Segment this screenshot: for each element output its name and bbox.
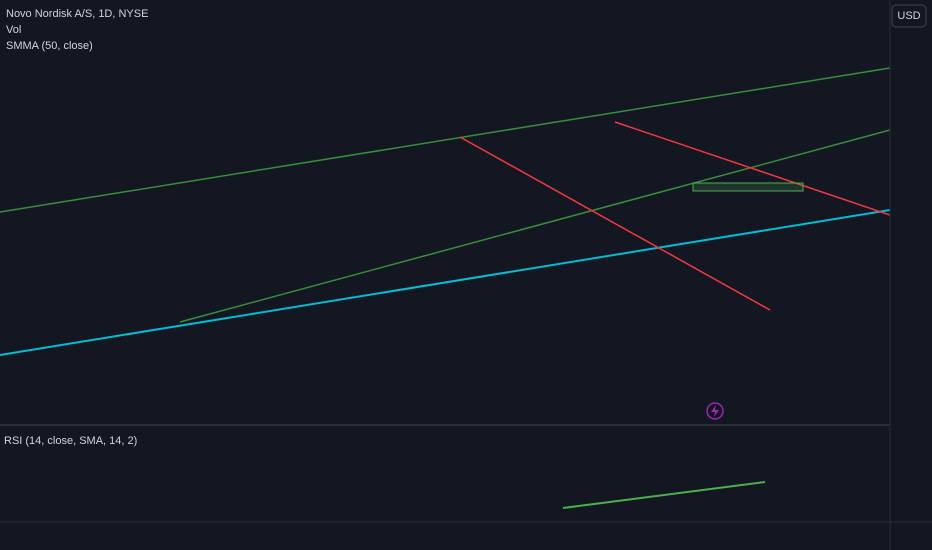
- alert-icon[interactable]: [706, 402, 724, 420]
- rsi-trend-line[interactable]: [562, 481, 766, 509]
- trend-line[interactable]: [459, 136, 771, 311]
- alert-icon-bolt: [711, 405, 719, 417]
- trend-line[interactable]: [179, 129, 891, 323]
- trend-line[interactable]: [0, 67, 891, 213]
- chart-title: Novo Nordisk A/S, 1D, NYSE: [6, 8, 148, 20]
- indicator-label[interactable]: Vol: [6, 24, 21, 36]
- price-axis-bg: [890, 0, 932, 550]
- time-axis-bg: [0, 522, 932, 550]
- indicator-label[interactable]: RSI (14, close, SMA, 14, 2): [4, 435, 137, 447]
- drawings: [0, 67, 891, 509]
- zone-box[interactable]: [692, 182, 804, 192]
- indicator-label[interactable]: SMMA (50, close): [6, 40, 93, 52]
- trend-line[interactable]: [614, 121, 891, 216]
- currency-button[interactable]: [891, 4, 927, 28]
- trend-line[interactable]: [0, 209, 891, 356]
- currency[interactable]: USD: [897, 10, 920, 22]
